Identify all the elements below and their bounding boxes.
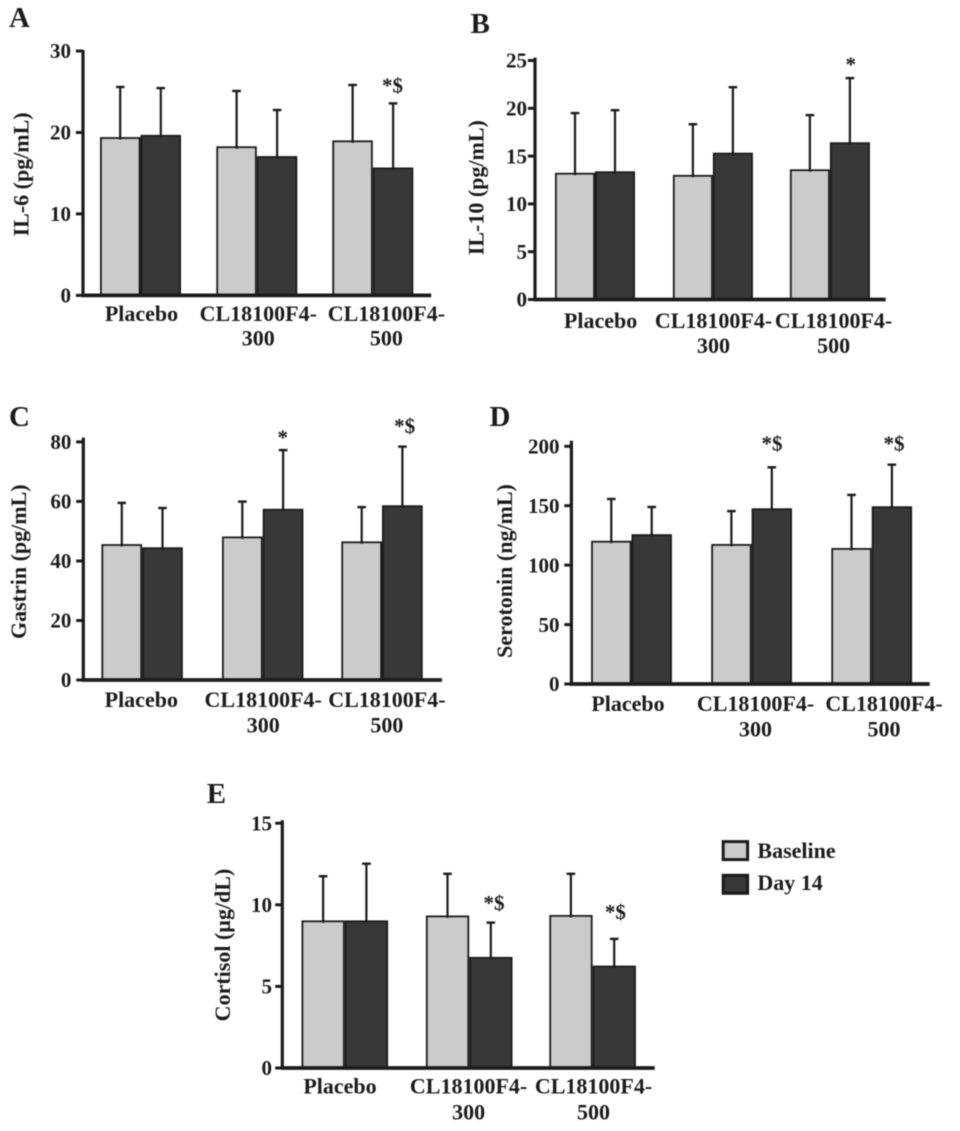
svg-text:Gastrin (pg/mL): Gastrin (pg/mL) <box>6 484 31 639</box>
svg-text:CL18100F4-: CL18100F4- <box>825 691 942 716</box>
svg-text:0: 0 <box>549 672 560 696</box>
svg-text:D: D <box>490 401 511 433</box>
svg-text:CL18100F4-: CL18100F4- <box>200 301 317 326</box>
svg-text:100: 100 <box>528 553 560 577</box>
svg-text:*$: *$ <box>382 73 403 97</box>
svg-text:0: 0 <box>61 668 72 692</box>
svg-text:15: 15 <box>251 811 272 835</box>
svg-text:60: 60 <box>50 490 71 514</box>
svg-text:50: 50 <box>539 613 560 637</box>
svg-text:10: 10 <box>506 192 527 216</box>
svg-text:*$: *$ <box>394 414 415 438</box>
svg-text:20: 20 <box>50 609 71 633</box>
svg-text:5: 5 <box>262 975 273 999</box>
svg-text:*$: *$ <box>762 432 783 456</box>
svg-text:B: B <box>471 8 490 40</box>
svg-text:10: 10 <box>251 893 272 917</box>
svg-text:500: 500 <box>577 1100 610 1125</box>
svg-text:*$: *$ <box>884 432 905 456</box>
svg-text:0: 0 <box>517 288 528 312</box>
svg-text:500: 500 <box>868 717 901 742</box>
svg-text:Day 14: Day 14 <box>757 870 822 895</box>
svg-text:*$: *$ <box>605 900 626 924</box>
svg-text:Cortisol (µg/dL): Cortisol (µg/dL) <box>210 869 235 1022</box>
svg-text:40: 40 <box>50 549 71 573</box>
svg-text:*: * <box>846 53 857 77</box>
svg-text:80: 80 <box>50 430 71 454</box>
svg-text:0: 0 <box>61 284 72 308</box>
svg-text:30: 30 <box>50 39 71 63</box>
svg-text:150: 150 <box>528 494 560 518</box>
svg-text:IL-6 (pg/mL): IL-6 (pg/mL) <box>8 112 33 236</box>
svg-text:C: C <box>9 401 30 433</box>
svg-text:Placebo: Placebo <box>105 301 178 326</box>
svg-text:300: 300 <box>247 713 280 738</box>
svg-text:*$: *$ <box>484 891 505 915</box>
svg-text:Placebo: Placebo <box>105 687 178 712</box>
svg-text:300: 300 <box>697 333 730 358</box>
svg-text:Baseline: Baseline <box>757 838 835 863</box>
svg-text:500: 500 <box>817 333 850 358</box>
svg-text:Placebo: Placebo <box>591 691 664 716</box>
svg-text:CL18100F4-: CL18100F4- <box>655 308 772 333</box>
svg-text:300: 300 <box>452 1100 485 1125</box>
svg-text:300: 300 <box>739 717 772 742</box>
svg-text:200: 200 <box>528 435 560 459</box>
svg-text:0: 0 <box>262 1056 273 1080</box>
svg-text:CL18100F4-: CL18100F4- <box>328 687 445 712</box>
svg-text:500: 500 <box>370 713 403 738</box>
svg-text:10: 10 <box>50 202 71 226</box>
svg-text:500: 500 <box>370 326 403 351</box>
svg-text:300: 300 <box>242 326 275 351</box>
svg-text:CL18100F4-: CL18100F4- <box>205 687 322 712</box>
svg-text:CL18100F4-: CL18100F4- <box>535 1074 652 1099</box>
svg-text:CL18100F4-: CL18100F4- <box>328 301 445 326</box>
svg-text:CL18100F4-: CL18100F4- <box>775 308 892 333</box>
svg-text:IL-10 (pg/mL): IL-10 (pg/mL) <box>464 120 489 255</box>
svg-text:A: A <box>9 2 30 34</box>
svg-text:CL18100F4-: CL18100F4- <box>697 691 814 716</box>
svg-text:25: 25 <box>506 49 527 73</box>
svg-text:CL18100F4-: CL18100F4- <box>410 1074 527 1099</box>
svg-text:*: * <box>277 425 288 449</box>
svg-text:Serotonin (ng/mL): Serotonin (ng/mL) <box>492 484 517 658</box>
svg-text:15: 15 <box>506 144 527 168</box>
svg-text:20: 20 <box>506 97 527 121</box>
svg-text:20: 20 <box>50 121 71 145</box>
svg-text:Placebo: Placebo <box>303 1074 376 1099</box>
svg-text:Placebo: Placebo <box>564 308 637 333</box>
svg-text:E: E <box>207 778 226 810</box>
svg-text:5: 5 <box>517 240 528 264</box>
